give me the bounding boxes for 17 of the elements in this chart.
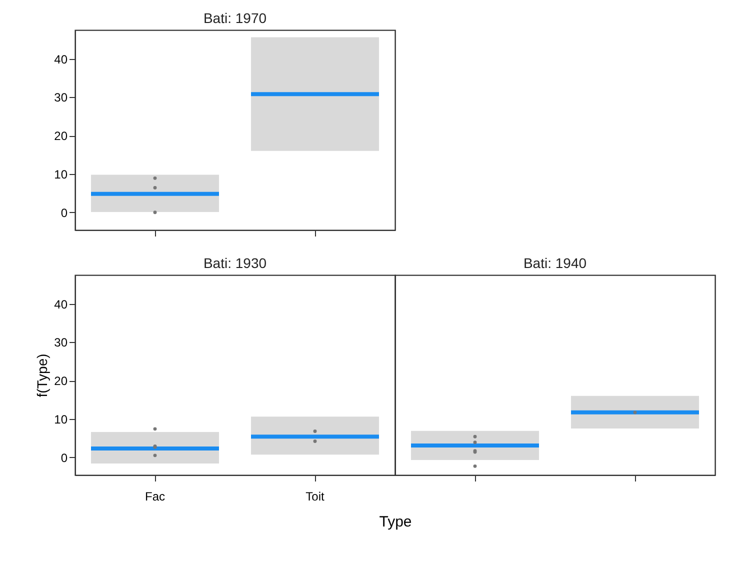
y-tick-label: 40 [54,297,68,312]
x-tick-label: Toit [306,490,325,504]
y-tick-label: 30 [54,336,68,350]
chart-title: Bati: 1970 [203,10,267,26]
y-tick-label: 40 [54,52,68,66]
y-tick-label: 30 [54,90,68,105]
y-axis-title: f(Type) [34,354,50,398]
text: Bati: 1940 [523,255,587,271]
y-tick-label: 20 [54,374,68,388]
y-tick-label: 10 [54,167,68,182]
y-tick-label: 0 [60,206,68,220]
y-tick-label: 0 [60,450,68,465]
x-tick-label: Fac [144,490,166,504]
chart-title: Bati: 1930 [203,255,267,271]
y-tick-label: 10 [54,412,68,426]
y-tick-label: 20 [54,129,68,144]
x-axis-title: Type [379,514,412,530]
